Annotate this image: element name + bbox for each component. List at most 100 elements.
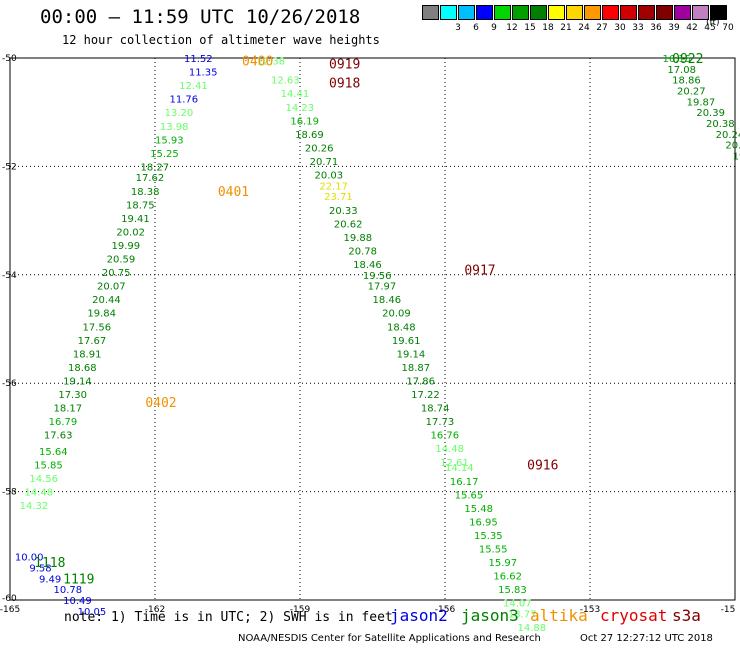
pass-label: 0400 [242,55,273,70]
observations-layer: 11.52 11.35 12.41 11.76 13.20 13.98 15.93 15.25… [15,54,740,634]
swh-value: 16.17 [450,477,479,488]
swh-value: 16.79 [49,417,78,428]
swh-value: 18.91 [73,349,102,360]
swh-value: 12.63 [271,76,300,87]
swh-value: 20.71 [310,157,339,168]
swh-value: 20.39 [696,108,725,119]
colorbar-swatch [548,5,565,20]
swh-value: 14.23 [286,103,315,114]
swh-value: 20.26 [305,143,334,154]
colorbar-swatch [476,5,493,20]
map-grid [10,58,735,600]
swh-value: 18.27 [141,162,170,173]
colorbar-swatch [710,5,727,20]
colorbar-label: 15 [524,23,536,33]
colorbar-label: 36 [650,23,662,33]
swh-value: 19.14 [397,349,426,360]
y-tick-label: -50 [2,54,17,64]
colorbar-label: 39 [668,23,680,33]
colorbar-swatch [512,5,529,20]
swh-value: 20.62 [334,219,363,230]
pass-label: 0401 [218,185,249,200]
timestamp: Oct 27 12:27:12 UTC 2018 [580,633,713,644]
swh-value: 18.86 [672,76,701,87]
swh-value: 22.17 [319,181,348,192]
swh-value: 20.27 [677,87,706,98]
x-tick-label: -159 [290,605,311,615]
y-tick-label: -52 [2,162,17,172]
swh-value: 15.64 [39,447,68,458]
colorbar-swatch [656,5,673,20]
swh-value: 18.48 [387,322,416,333]
colorbar-label: 30 [614,23,626,33]
swh-value: 20.09 [382,309,411,320]
colorbar-label: 33 [632,23,644,33]
swh-value: 19.61 [392,336,421,347]
swh-value: 16.15 [663,54,692,65]
swh-value: 18.87 [402,363,431,374]
swh-value: 20.78 [348,246,377,257]
y-tick-label: -58 [2,488,17,498]
pass-label: 1118 [34,556,65,571]
colorbar-swatch [584,5,601,20]
swh-value: 19.84 [87,309,116,320]
satellite-legend-item: cryosat [600,606,668,625]
swh-value: 9.49 [39,574,61,585]
swh-value: 17.73 [426,417,455,428]
x-tick-label: -162 [145,605,165,615]
colorbar-label: 9 [491,23,497,33]
chart-title: 00:00 — 11:59 UTC 10/26/2018 [40,6,361,28]
swh-value: 18.38 [131,187,160,198]
swh-value: 12.41 [179,81,208,92]
swh-value: 20.07 [97,282,126,293]
swh-value: 18.69 [295,130,324,141]
x-tick-label: -156 [435,605,456,615]
colorbar-unit: (ft) [706,18,720,28]
colorbar-swatch [674,5,691,20]
swh-value: 16.19 [290,116,319,127]
swh-value: 17.08 [667,65,696,76]
pass-label: 0916 [527,459,558,474]
pass-label: 0917 [464,263,495,278]
swh-value: 17.22 [411,390,440,401]
swh-value: 11.35 [189,68,218,79]
swh-value: 14.14 [445,463,474,474]
swh-value: 17.63 [44,431,73,442]
colorbar-swatch [638,5,655,20]
swh-value: 15.48 [464,504,493,515]
axis-ticks: -165 -162 -159 -156 -153 -15 -50 -52 -54 -56 -58 -6… [0,54,735,615]
colorbar-swatch [494,5,511,20]
swh-value: 14.07 [503,599,532,610]
swh-value: 15.85 [34,461,63,472]
satellite-legend-item: jason2 [390,606,448,625]
swh-value: 18.74 [421,404,450,415]
swh-value: 20.03 [315,171,344,182]
swh-value: 12.38 [257,57,286,68]
swh-value: 20.59 [107,255,136,266]
swh-value: 20.33 [329,206,358,217]
y-tick-label: -56 [2,379,17,389]
swh-value: 19.41 [121,214,150,225]
swh-value: 19 [733,152,740,163]
swh-value: 19.56 [363,271,392,282]
colorbar-label: 3 [455,23,461,33]
swh-value: 20.24 [716,130,740,141]
satellite-legend-item: altika [530,606,588,625]
colorbar-swatch [692,5,709,20]
swh-value: 13.98 [160,122,189,133]
swh-value: 18.46 [373,295,402,306]
swh-value: 15.93 [155,135,184,146]
swh-value: 17.86 [406,376,435,387]
swh-value: 19.87 [687,97,716,108]
swh-value: 17.67 [78,336,107,347]
x-tick-label: -165 [0,605,20,615]
colorbar-swatch [602,5,619,20]
swh-value: 15.83 [498,585,527,596]
swh-value: 17.56 [83,322,112,333]
swh-value: 16.76 [431,431,460,442]
swh-value: 11.76 [170,95,199,106]
swh-value: 20.38 [706,119,735,130]
footer-note: note: 1) Time is in UTC; 2) SWH is in fe… [64,610,393,625]
